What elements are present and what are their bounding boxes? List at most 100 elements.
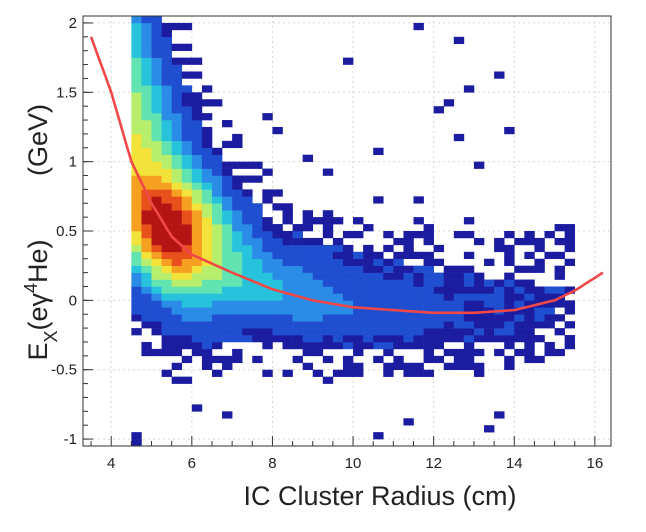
heatmap-bin	[383, 272, 394, 280]
heatmap-bin	[302, 258, 314, 266]
heatmap-bin	[151, 196, 162, 204]
heatmap-bin	[191, 348, 203, 357]
heatmap-bin	[201, 237, 213, 246]
heatmap-bin	[342, 321, 354, 329]
heatmap-bin	[342, 251, 354, 260]
heatmap-bin	[141, 321, 152, 329]
heatmap-bin	[232, 140, 243, 149]
heatmap-bin	[393, 272, 404, 280]
heatmap-bin	[564, 321, 576, 329]
heatmap-bin	[463, 279, 475, 287]
heatmap-bin	[262, 369, 273, 377]
heatmap-bin	[544, 300, 555, 308]
heatmap-bin	[403, 341, 414, 350]
heatmap-bin	[131, 29, 142, 38]
heatmap-bin	[312, 307, 324, 315]
heatmap-bin	[524, 231, 535, 239]
heatmap-bin	[131, 251, 142, 260]
heatmap-bin	[161, 321, 172, 329]
heatmap-bin	[181, 182, 193, 190]
heatmap-bin	[191, 113, 203, 121]
heatmap-bin	[272, 265, 283, 273]
heatmap-bin	[423, 286, 434, 294]
heatmap-bin	[181, 126, 193, 135]
heatmap-bin	[433, 321, 445, 329]
heatmap-bin	[554, 348, 565, 357]
heatmap-bin	[141, 85, 152, 93]
x-tick-label: 6	[188, 455, 196, 472]
heatmap-bin	[131, 85, 142, 93]
heatmap-bin	[131, 57, 142, 65]
heatmap-bin	[534, 286, 545, 294]
heatmap-bin	[473, 286, 485, 294]
heatmap-bin	[383, 286, 394, 294]
heatmap-bin	[222, 321, 233, 329]
heatmap-bin	[171, 217, 183, 225]
heatmap-bin	[232, 307, 243, 315]
heatmap-bin	[312, 279, 324, 287]
heatmap-bin	[282, 217, 293, 225]
heatmap-bin	[322, 286, 334, 294]
heatmap-bin	[171, 314, 183, 322]
heatmap-bin	[222, 279, 233, 287]
heatmap-bin	[211, 279, 223, 287]
heatmap-bin	[554, 265, 565, 273]
heatmap-bin	[141, 43, 152, 51]
heatmap-bin	[161, 237, 172, 246]
heatmap-bin	[181, 300, 193, 308]
heatmap-bin	[453, 265, 465, 273]
heatmap-bin	[302, 265, 314, 273]
heatmap-bin	[322, 168, 334, 176]
heatmap-bin	[131, 140, 142, 149]
heatmap-bin	[453, 335, 465, 343]
heatmap-bin	[403, 272, 414, 280]
heatmap-bin	[222, 161, 233, 169]
heatmap-bin	[504, 244, 515, 253]
heatmap-bin	[242, 203, 253, 211]
heatmap-bin	[342, 369, 354, 377]
heatmap-bin	[524, 335, 535, 343]
heatmap-bin	[433, 307, 445, 315]
heatmap-bin	[171, 85, 183, 93]
heatmap-bin	[363, 258, 374, 266]
heatmap-bin	[242, 286, 253, 294]
heatmap-bin	[453, 133, 465, 142]
heatmap-bin	[353, 231, 364, 239]
heatmap-bin	[272, 293, 283, 301]
heatmap-bin	[473, 321, 485, 329]
heatmap-bin	[161, 272, 172, 280]
heatmap-bin	[211, 258, 223, 266]
heatmap-bin	[312, 314, 324, 322]
heatmap-bin	[211, 314, 223, 322]
heatmap-bin	[222, 182, 233, 190]
heatmap-bin	[312, 237, 324, 246]
heatmap-bin	[211, 244, 223, 253]
heatmap-bin	[423, 341, 434, 350]
heatmap-bin	[211, 251, 223, 260]
heatmap-bin	[564, 231, 576, 239]
heatmap-bin	[423, 300, 434, 308]
heatmap-bin	[373, 272, 384, 280]
heatmap-bin	[383, 265, 394, 273]
heatmap-bin	[403, 293, 414, 301]
heatmap-bin	[161, 189, 172, 197]
heatmap-bin	[191, 106, 203, 114]
heatmap-bin	[171, 154, 183, 162]
heatmap-bin	[433, 106, 445, 114]
heatmap-bin	[473, 314, 485, 322]
heatmap-bin	[131, 244, 142, 253]
heatmap-bin	[332, 286, 344, 294]
heatmap-bin	[302, 279, 314, 287]
y-label-paren: (eγ	[23, 293, 53, 331]
heatmap-bin	[242, 210, 253, 218]
heatmap-bin	[151, 265, 162, 273]
heatmap-bin	[191, 196, 203, 204]
heatmap-bin	[242, 189, 253, 197]
heatmap-bin	[403, 237, 414, 246]
heatmap-bin	[181, 203, 193, 211]
heatmap-bin	[191, 217, 203, 225]
heatmap-bin	[443, 328, 455, 336]
heatmap-bin	[564, 300, 576, 308]
heatmap-bin	[443, 362, 455, 371]
heatmap-bin	[342, 355, 354, 364]
